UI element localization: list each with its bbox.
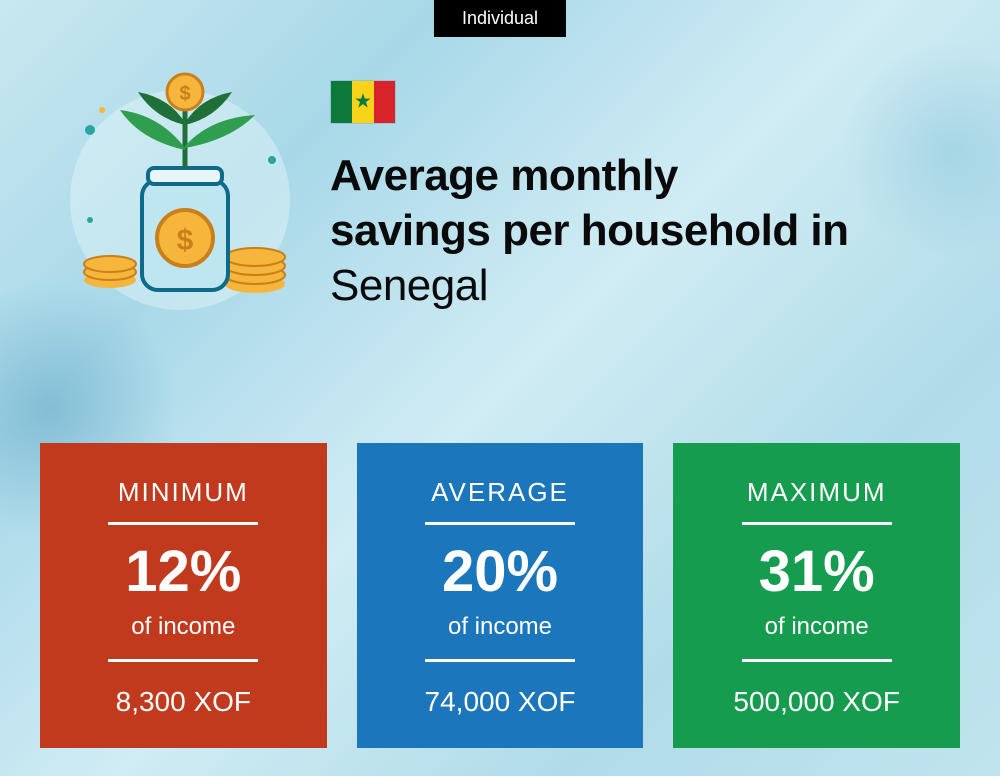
stat-label: MINIMUM xyxy=(118,477,249,508)
stat-amount: 74,000 XOF xyxy=(425,686,576,718)
stat-amount: 8,300 XOF xyxy=(116,686,251,718)
stat-percent: 31% xyxy=(759,543,875,601)
flag-stripe xyxy=(331,81,352,123)
svg-text:$: $ xyxy=(179,83,190,105)
header: $ $ ★ xyxy=(60,70,960,313)
stat-label: MAXIMUM xyxy=(747,477,887,508)
stat-card-maximum: MAXIMUM 31% of income 500,000 XOF xyxy=(673,443,960,748)
stat-cards: MINIMUM 12% of income 8,300 XOF AVERAGE … xyxy=(40,443,960,748)
savings-illustration: $ $ xyxy=(60,70,300,310)
coin-stack-left-icon xyxy=(84,256,136,288)
divider xyxy=(425,522,575,525)
svg-text:$: $ xyxy=(177,224,194,257)
title-line: Average monthly xyxy=(330,151,678,200)
stat-percent: 20% xyxy=(442,543,558,601)
flag-stripe xyxy=(374,81,395,123)
stat-amount: 500,000 XOF xyxy=(733,686,900,718)
stat-subtitle: of income xyxy=(448,613,552,641)
jar-icon: $ xyxy=(142,168,228,290)
coin-stack-right-icon xyxy=(225,248,285,293)
flag-star-icon: ★ xyxy=(354,92,372,112)
divider xyxy=(742,522,892,525)
divider xyxy=(742,659,892,662)
stat-card-average: AVERAGE 20% of income 74,000 XOF xyxy=(357,443,644,748)
stat-percent: 12% xyxy=(125,543,241,601)
category-badge: Individual xyxy=(434,0,566,37)
title-line: savings per household in xyxy=(330,206,849,255)
divider xyxy=(425,659,575,662)
country-name: Senegal xyxy=(330,261,488,310)
divider xyxy=(108,659,258,662)
stat-subtitle: of income xyxy=(131,613,235,641)
stat-card-minimum: MINIMUM 12% of income 8,300 XOF xyxy=(40,443,327,748)
stat-label: AVERAGE xyxy=(431,477,569,508)
senegal-flag-icon: ★ xyxy=(330,80,396,124)
title-block: ★ Average monthly savings per household … xyxy=(330,70,849,313)
page-title: Average monthly savings per household in… xyxy=(330,148,849,313)
divider xyxy=(108,522,258,525)
stat-subtitle: of income xyxy=(765,613,869,641)
